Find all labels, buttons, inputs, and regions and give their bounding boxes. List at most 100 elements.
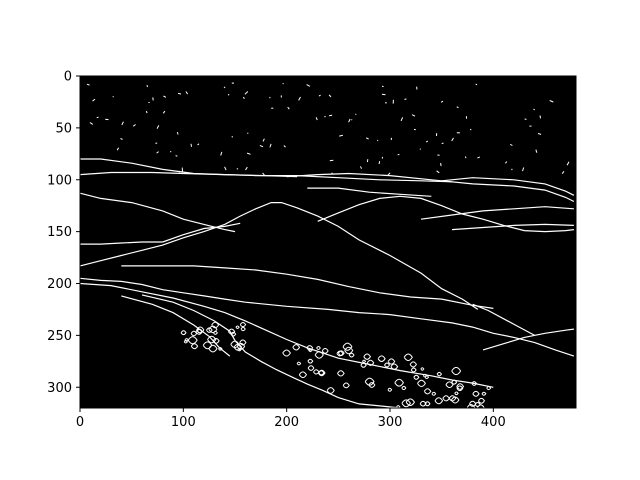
edge-speck [440,100,444,103]
edge-contour-12 [121,265,494,309]
tree-edge-3 [377,353,420,409]
y-tick-label: 150 [47,225,72,240]
edge-speck [283,145,286,148]
edge-speck [524,118,527,120]
edge-speck [86,83,90,86]
edge-contour-1 [79,171,298,178]
edge-speck [318,94,321,97]
y-tick-label: 50 [55,121,72,136]
edge-contour-10 [420,206,574,220]
edge-contour-7 [162,222,241,243]
edge-speck [133,124,136,127]
x-axis-ticks: 0 100 200 300 400 [76,408,506,430]
y-tick-label: 300 [47,381,72,396]
tree-edges-layer [180,321,492,411]
edge-contour-11 [451,223,574,231]
edge-speck [185,91,189,95]
tree-edge-2 [326,342,376,394]
y-tick-label: 250 [47,329,72,344]
edge-speck [246,152,251,155]
edge-speck [190,143,192,147]
edge-speck [244,91,249,95]
edge-speck [440,163,442,167]
edge-speck [224,166,227,171]
edge-speck [287,106,290,110]
edge-speck [269,143,272,148]
edge-speck [156,125,160,129]
edge-speck [404,98,407,100]
edge-speck [223,86,226,89]
edge-speck [365,137,369,140]
tree-edge-4 [417,366,462,407]
x-tick-label: 400 [481,415,506,430]
edge-speck [262,138,265,142]
edge-speck [539,115,541,119]
axes-frame [79,75,577,409]
edge-speck [176,131,179,135]
edge-speck [227,94,230,96]
edge-speck [378,161,381,165]
edge-contour-9 [317,195,574,233]
edge-speck [566,161,570,166]
edge-contour-13 [79,277,575,357]
edge-speck [561,171,565,174]
edge-contour-18 [472,303,535,336]
edge-speck [376,139,379,142]
edge-speck [331,172,333,175]
y-tick-label: 100 [47,173,72,188]
edge-contour-5 [79,192,236,233]
edge-speck [116,147,120,151]
edge-contour-8 [79,202,479,310]
edge-speck [145,110,148,114]
edge-speck [339,134,344,137]
edge-contour-14 [79,282,494,388]
tree-edge-6 [180,325,218,353]
edge-speck [306,84,311,87]
edge-speck [162,110,166,114]
edge-speck [329,159,334,162]
edge-contour-3 [307,187,432,197]
edge-speck [146,84,148,88]
edge-speck [175,155,178,157]
edge-speck [456,106,459,109]
edge-speck [315,117,318,121]
edge-speck [477,156,481,159]
edge-speck [549,100,554,103]
edge-speck [298,96,301,101]
tree-edge-0 [211,321,247,352]
edge-speck [464,156,467,159]
edge-specks-layer [86,82,570,177]
edge-contour-2 [286,172,575,203]
edge-speck [469,128,472,131]
y-tick-label: 200 [47,277,72,292]
edge-speck [245,166,248,171]
tree-edge-1 [282,344,329,379]
edge-speck [505,161,508,164]
edge-contour-15 [141,294,401,409]
edge-speck [120,138,123,140]
x-tick-label: 300 [378,415,403,430]
x-tick-label: 100 [171,415,196,430]
edge-speck [328,94,332,98]
edge-speck [259,144,264,148]
edge-speck [220,151,223,156]
edge-speck [156,151,159,154]
y-axis-ticks: 0 50 100 150 200 250 300 [47,70,80,396]
edge-speck [533,108,536,111]
edge-speck [522,167,525,172]
edge-speck [89,122,94,125]
edge-speck [436,170,440,174]
edge-speck [163,95,167,98]
edge-speck [509,143,513,146]
edge-lines-layer [79,158,575,409]
edge-speck [177,92,182,95]
edge-speck [243,96,245,100]
edge-speck [535,149,538,153]
edge-speck [360,166,362,169]
edge-speck [324,115,326,118]
edge-speck [348,118,351,123]
edge-speck [329,114,333,117]
edge-contour-4 [441,177,575,196]
edge-speck [411,114,416,117]
